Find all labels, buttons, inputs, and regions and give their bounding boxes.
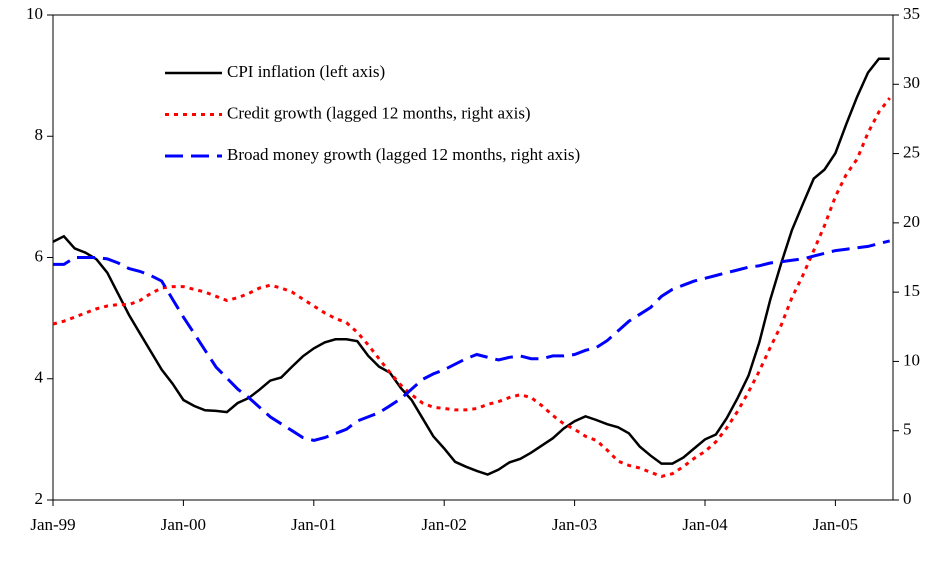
legend-label: CPI inflation (left axis) — [227, 62, 385, 81]
y-tick-label: 4 — [35, 368, 44, 387]
y2-tick-label: 10 — [903, 350, 920, 369]
series-line — [52, 57, 890, 476]
y-tick-label: 6 — [35, 246, 44, 265]
y2-tick-label: 0 — [903, 489, 912, 508]
legend-label: Credit growth (lagged 12 months, right a… — [227, 103, 531, 122]
y2-tick-label: 20 — [903, 212, 920, 231]
x-tick-label: Jan-04 — [682, 515, 728, 534]
x-tick-label: Jan-01 — [291, 515, 336, 534]
y2-tick-label: 25 — [903, 142, 920, 161]
x-tick-label: Jan-99 — [30, 515, 75, 534]
x-tick-label: Jan-03 — [552, 515, 597, 534]
x-tick-label: Jan-00 — [161, 515, 206, 534]
x-tick-label: Jan-02 — [422, 515, 467, 534]
plot-frame — [52, 14, 894, 501]
y-tick-label: 10 — [26, 4, 43, 23]
x-tick-label: Jan-05 — [813, 515, 858, 534]
legend-label: Broad money growth (lagged 12 months, ri… — [227, 145, 580, 164]
y2-tick-label: 35 — [903, 4, 920, 23]
series-line — [52, 97, 891, 478]
y2-tick-label: 30 — [903, 73, 920, 92]
y2-tick-label: 15 — [903, 281, 920, 300]
y2-tick-label: 5 — [903, 420, 912, 439]
series-line — [53, 239, 891, 442]
y-tick-label: 8 — [35, 125, 44, 144]
y-tick-label: 2 — [35, 489, 44, 508]
